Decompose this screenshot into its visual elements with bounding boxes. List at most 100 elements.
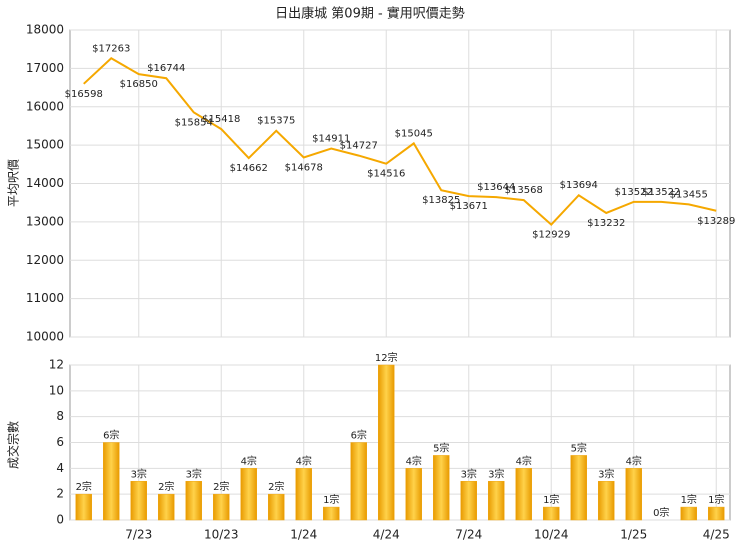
y-axis-label: 成交宗數: [6, 421, 21, 469]
data-label: 2宗: [76, 480, 92, 493]
x-tick-label: 1/24: [290, 528, 317, 542]
bar: [378, 364, 395, 521]
data-label: $16598: [65, 89, 103, 100]
bar: [543, 506, 560, 521]
data-label: 4宗: [296, 454, 312, 467]
data-label: $13671: [450, 201, 488, 212]
y-tick-label: 10000: [26, 330, 64, 344]
data-label: 1宗: [708, 493, 724, 506]
data-label: 4宗: [406, 454, 422, 467]
y-tick-label: 17000: [26, 61, 64, 75]
data-label: 3宗: [598, 467, 614, 480]
data-label: $14678: [285, 162, 323, 173]
y-tick-label: 11000: [26, 291, 64, 305]
data-label: 4宗: [516, 454, 532, 467]
data-label: $16744: [147, 63, 185, 74]
data-label: $17263: [92, 43, 130, 54]
bar: [268, 493, 285, 521]
data-label: 2宗: [213, 480, 229, 493]
chart-title: 日出康城 第09期 - 實用呎價走勢: [275, 6, 465, 22]
y-tick-label: 12000: [26, 253, 64, 267]
data-label: $13522: [642, 187, 680, 198]
data-label: $13455: [670, 189, 708, 200]
bar: [295, 468, 312, 521]
data-label: $16850: [120, 79, 158, 90]
bar: [185, 481, 202, 521]
bar: [625, 468, 642, 521]
x-tick-label: 10/23: [204, 528, 239, 542]
data-label: 1宗: [543, 493, 559, 506]
bar: [130, 481, 147, 521]
bar: [598, 481, 615, 521]
data-label: 6宗: [103, 429, 119, 442]
data-label: $13825: [422, 195, 460, 206]
data-label: $15854: [175, 117, 213, 128]
bar: [515, 468, 532, 521]
y-tick-label: 15000: [26, 138, 64, 152]
x-tick-label: 10/24: [534, 528, 569, 542]
data-label: 3宗: [131, 467, 147, 480]
bar: [488, 481, 505, 521]
y-tick-label: 2: [56, 487, 64, 501]
y-tick-label: 18000: [26, 23, 64, 37]
data-label: 3宗: [461, 467, 477, 480]
y-tick-label: 8: [56, 409, 64, 423]
x-tick-label: 7/24: [455, 528, 482, 542]
x-tick-label: 4/25: [703, 528, 730, 542]
bar: [680, 506, 697, 521]
data-label: 1宗: [681, 493, 697, 506]
data-label: 2宗: [268, 480, 284, 493]
y-tick-label: 4: [56, 461, 64, 475]
y-axis-label: 平均呎價: [7, 159, 21, 207]
bar: [103, 442, 120, 521]
y-tick-label: 13000: [26, 214, 64, 228]
data-label: $14727: [340, 141, 378, 152]
x-tick-label: 7/23: [125, 528, 152, 542]
y-tick-label: 14000: [26, 176, 64, 190]
data-label: $13232: [587, 218, 625, 229]
data-label: 5宗: [433, 441, 449, 454]
data-label: $12929: [532, 230, 570, 241]
data-label: 3宗: [488, 467, 504, 480]
x-tick-label: 4/24: [373, 528, 400, 542]
y-tick-label: 6: [56, 435, 64, 449]
bar: [433, 455, 450, 521]
data-label: $13644: [477, 182, 515, 193]
y-tick-label: 0: [56, 513, 64, 527]
bar: [570, 455, 587, 521]
y-tick-label: 12: [49, 358, 64, 372]
data-label: $14662: [230, 163, 268, 174]
bar: [158, 493, 175, 521]
data-label: 2宗: [158, 480, 174, 493]
data-label: 1宗: [323, 493, 339, 506]
bar: [213, 493, 230, 521]
data-label: $15418: [202, 114, 240, 125]
data-label: 0宗: [653, 506, 669, 519]
data-label: $13694: [560, 180, 598, 191]
data-label: 4宗: [241, 454, 257, 467]
data-label: 6宗: [351, 429, 367, 442]
data-label: $14516: [367, 169, 405, 180]
bar: [240, 468, 257, 521]
bar: [75, 493, 92, 521]
bar: [460, 481, 477, 521]
data-label: $13522: [615, 187, 653, 198]
bar: [323, 506, 340, 521]
data-label: 3宗: [186, 467, 202, 480]
data-label: $13289: [697, 216, 735, 227]
data-label: $14911: [312, 134, 350, 145]
bar: [405, 468, 422, 521]
data-label: $13568: [505, 185, 543, 196]
bar: [350, 442, 367, 521]
x-tick-label: 1/25: [620, 528, 647, 542]
data-label: 4宗: [626, 454, 642, 467]
data-label: 12宗: [375, 351, 398, 364]
data-label: $15045: [395, 128, 433, 139]
price-line: [83, 57, 717, 226]
y-tick-label: 10: [49, 383, 64, 397]
data-label: $15375: [257, 116, 295, 127]
y-tick-label: 16000: [26, 99, 64, 113]
data-label: 5宗: [571, 441, 587, 454]
bar: [708, 506, 725, 521]
